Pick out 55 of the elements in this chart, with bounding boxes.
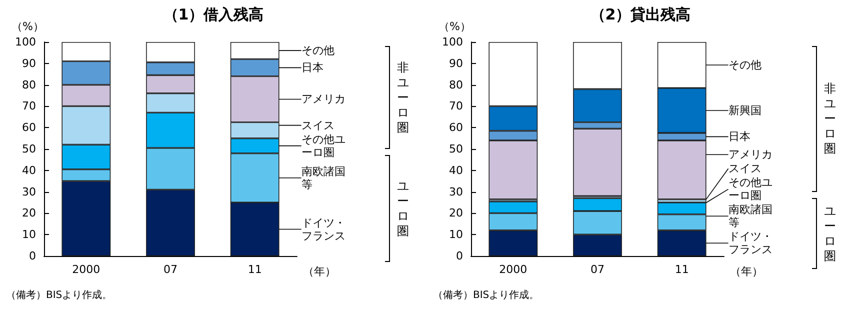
text: スイス xyxy=(301,118,334,132)
text: （備考）BISより作成。 xyxy=(6,288,112,302)
y-tick-label: 80 xyxy=(22,78,36,92)
x-axis-title: （年） xyxy=(303,265,336,278)
y-tick-label: 10 xyxy=(449,228,463,242)
text: スイス xyxy=(728,162,762,176)
text: その他 xyxy=(301,44,334,58)
y-tick-label: 0 xyxy=(456,250,463,262)
x-tick-label: 11 xyxy=(674,263,689,276)
text: その他 xyxy=(728,58,762,72)
y-tick-label: 100 xyxy=(15,36,36,48)
text: アメリカ xyxy=(301,92,346,106)
y-tick-label: 20 xyxy=(449,206,463,220)
text: （備考）BISより作成。 xyxy=(433,288,540,302)
y-tick-label: 20 xyxy=(22,206,36,220)
x-tick-label: 07 xyxy=(164,263,178,276)
text: その他ユーロ圏 xyxy=(728,176,772,202)
text: アメリカ xyxy=(728,148,772,162)
y-tick-label: 60 xyxy=(22,121,36,134)
text: 日本 xyxy=(728,130,750,144)
x-tick-label: 2000 xyxy=(499,263,528,276)
y-axis-title: （%） xyxy=(438,20,471,33)
x-tick-label: 11 xyxy=(248,263,262,276)
text: ユーロ圏 xyxy=(397,178,409,239)
chart-title: （2）貸出残高 xyxy=(590,6,691,24)
x-tick-label: 2000 xyxy=(72,263,100,276)
text: ドイツ・フランス xyxy=(301,216,346,242)
y-tick-label: 10 xyxy=(22,228,36,242)
y-tick-label: 80 xyxy=(449,78,463,92)
y-tick-label: 30 xyxy=(449,185,463,198)
x-tick-label: 07 xyxy=(590,263,604,276)
text: ユーロ圏 xyxy=(824,204,836,264)
y-tick-label: 30 xyxy=(22,185,36,198)
y-tick-label: 0 xyxy=(29,250,36,262)
y-tick-label: 70 xyxy=(22,100,36,113)
text: 南欧諸国等 xyxy=(301,164,346,191)
y-tick-label: 50 xyxy=(22,142,36,156)
text: 南欧諸国等 xyxy=(728,203,772,230)
y-tick-label: 70 xyxy=(449,100,463,113)
text: 非ユーロ圏 xyxy=(824,82,836,157)
text: 新興国 xyxy=(728,104,762,117)
y-axis-title: （%） xyxy=(12,20,44,33)
text: 非ユーロ圏 xyxy=(397,60,409,136)
y-tick-label: 60 xyxy=(449,121,463,134)
y-tick-label: 90 xyxy=(449,56,463,70)
text: 日本 xyxy=(301,61,324,74)
x-axis-title: （年） xyxy=(730,265,763,278)
text: その他ユーロ圏 xyxy=(301,132,346,159)
y-tick-label: 40 xyxy=(22,164,36,177)
text: ドイツ・フランス xyxy=(728,230,772,256)
y-tick-label: 100 xyxy=(442,36,463,48)
chart-title: （1）借入残高 xyxy=(163,6,264,24)
y-tick-label: 50 xyxy=(449,142,463,156)
y-tick-label: 90 xyxy=(22,56,36,70)
y-tick-label: 40 xyxy=(449,164,463,177)
